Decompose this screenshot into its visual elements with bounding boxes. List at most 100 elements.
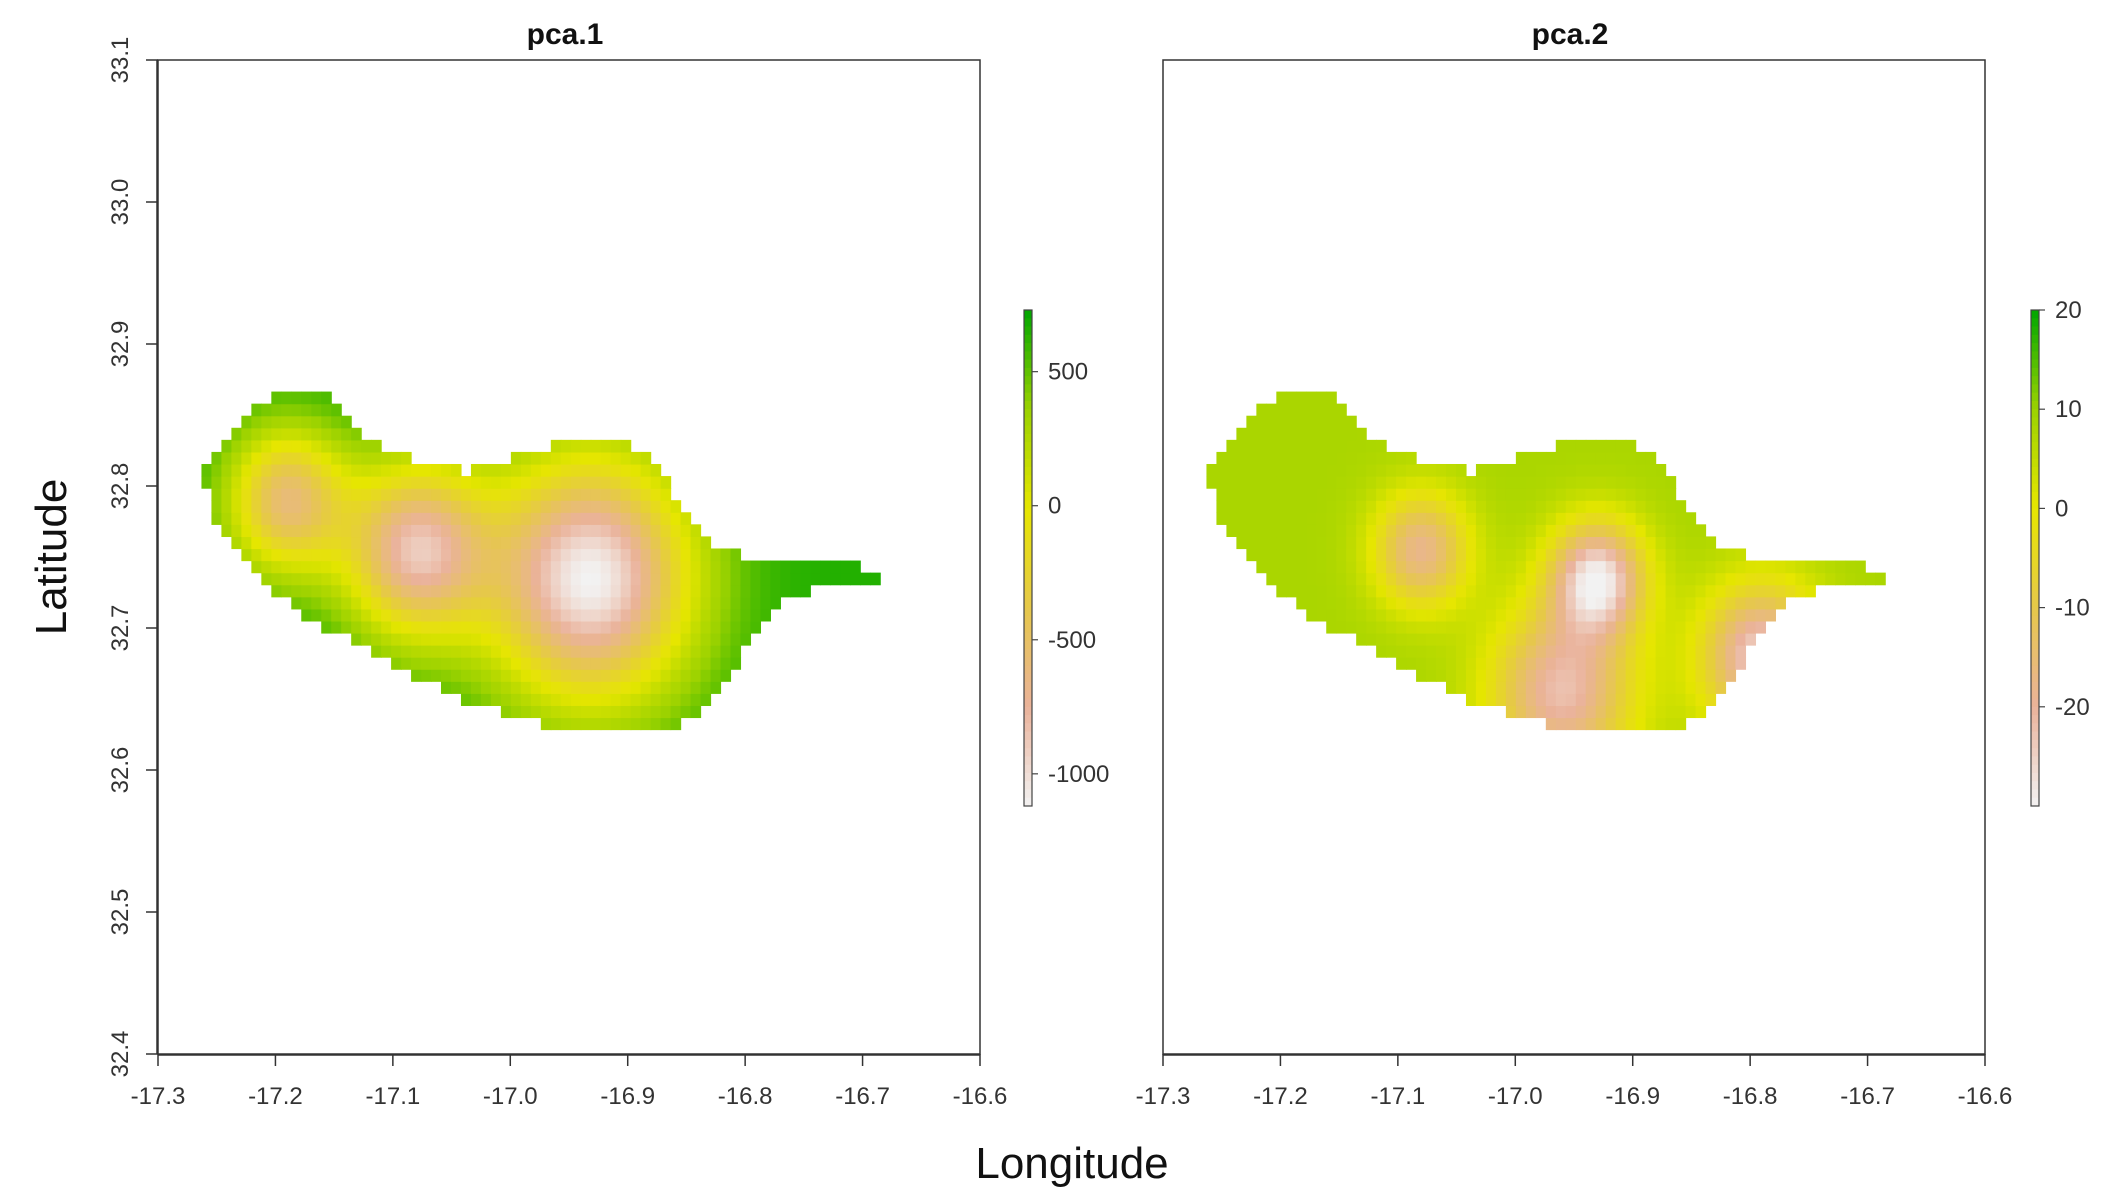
raster-cell [620, 693, 632, 706]
raster-cell [500, 463, 512, 477]
raster-cell [1296, 524, 1307, 538]
raster-cell [580, 463, 592, 477]
raster-cell [231, 512, 242, 525]
raster-cell [1655, 705, 1667, 719]
raster-cell [690, 632, 702, 646]
raster-cell [1645, 463, 1657, 477]
raster-cell [1565, 632, 1577, 646]
raster-cell [1565, 681, 1577, 694]
raster-cell [321, 548, 332, 562]
raster-cell [441, 657, 452, 670]
raster-cell [1645, 536, 1657, 550]
raster-cell [1406, 572, 1417, 586]
raster-cell [1515, 536, 1527, 550]
raster-cell [1356, 476, 1367, 489]
raster-cell [700, 596, 712, 610]
raster-cell [700, 560, 712, 574]
raster-cell [1246, 451, 1257, 465]
raster-cell [1416, 584, 1427, 598]
raster-cell [1525, 548, 1537, 562]
raster-cell [391, 572, 402, 586]
raster-cell [1825, 572, 1836, 586]
raster-cell [1645, 657, 1657, 670]
raster-cell [580, 632, 592, 646]
raster-cell [1356, 620, 1367, 634]
raster-cell [560, 451, 572, 465]
raster-cell [1396, 657, 1407, 670]
raster-cell [590, 584, 602, 598]
raster-cell [1256, 488, 1267, 501]
raster-cell [1575, 584, 1587, 598]
raster-cell [530, 476, 542, 489]
raster-cell [211, 512, 223, 525]
raster-cell [351, 427, 362, 441]
raster-cell [271, 500, 282, 513]
raster-cell [411, 500, 422, 513]
raster-cell [1406, 524, 1417, 538]
legend-swatch [1024, 607, 1032, 617]
raster-cell [1256, 451, 1267, 465]
raster-cell [1475, 500, 1487, 513]
raster-cell [1386, 488, 1397, 501]
raster-cell [620, 512, 632, 525]
raster-cell [480, 620, 492, 634]
legend-swatch [2031, 706, 2039, 716]
raster-cell [251, 451, 262, 465]
raster-cell [1545, 560, 1557, 574]
legend-swatch [1024, 682, 1032, 691]
raster-cell [1376, 645, 1387, 658]
raster-cell [460, 476, 472, 489]
raster-cell [1406, 608, 1417, 622]
raster-cell [1515, 669, 1527, 682]
raster-cell [450, 548, 462, 562]
raster-cell [560, 439, 572, 453]
raster-cell [251, 536, 262, 550]
raster-cell [630, 584, 642, 598]
raster-cell [1685, 596, 1697, 610]
raster-cell [570, 693, 582, 706]
raster-cell [1386, 536, 1397, 550]
raster-cell [560, 536, 572, 550]
raster-cell [1266, 572, 1277, 586]
raster-cell [450, 512, 462, 525]
raster-cell [1635, 584, 1647, 598]
raster-cell [1715, 669, 1727, 682]
raster-cell [670, 584, 682, 598]
raster-cell [640, 524, 652, 538]
raster-cell [450, 500, 462, 513]
raster-cell [1795, 572, 1806, 586]
raster-cell [1465, 572, 1477, 586]
raster-cell [1665, 645, 1677, 658]
raster-cell [251, 512, 262, 525]
raster-cell [530, 693, 542, 706]
raster-cell [241, 524, 252, 538]
raster-cell [251, 560, 262, 574]
raster-cell [640, 620, 652, 634]
raster-cell [550, 524, 562, 538]
raster-cell [500, 608, 512, 622]
raster-cell [600, 560, 612, 574]
raster-cell [630, 645, 642, 658]
raster-cell [1645, 608, 1657, 622]
raster-cell [271, 560, 282, 574]
raster-cell [520, 451, 532, 465]
raster-cell [610, 632, 622, 646]
raster-cell [1475, 632, 1487, 646]
raster-cell [1286, 463, 1297, 477]
plot-frame [157, 59, 981, 1055]
raster-cell [281, 403, 292, 417]
raster-cell [1306, 524, 1317, 538]
raster-cell [361, 524, 372, 538]
raster-cell [311, 439, 322, 453]
raster-cell [1695, 536, 1707, 550]
raster-cell [1505, 524, 1517, 538]
raster-cell [201, 463, 213, 477]
raster-cell [1346, 524, 1357, 538]
raster-cell [1326, 391, 1337, 405]
raster-cell [351, 439, 362, 453]
raster-cell [1446, 620, 1457, 634]
raster-cell [1326, 488, 1337, 501]
raster-cell [780, 584, 791, 598]
raster-cell [1625, 620, 1637, 634]
raster-cell [610, 536, 622, 550]
